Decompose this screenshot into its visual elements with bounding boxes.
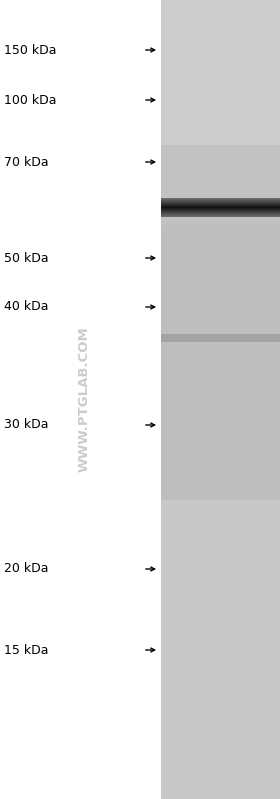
Bar <box>161 202 280 204</box>
Bar <box>161 210 280 212</box>
Bar <box>161 500 280 799</box>
Bar <box>161 216 280 217</box>
Bar <box>161 334 280 342</box>
Text: 150 kDa: 150 kDa <box>4 43 57 57</box>
Text: 20 kDa: 20 kDa <box>4 562 48 575</box>
Bar <box>161 0 280 145</box>
Bar <box>161 206 280 208</box>
Text: WWW.PTGLAB.COM: WWW.PTGLAB.COM <box>78 327 90 472</box>
Bar <box>161 197 280 198</box>
Text: 15 kDa: 15 kDa <box>4 643 48 657</box>
Bar <box>161 214 280 216</box>
Bar <box>161 0 280 799</box>
Bar <box>161 209 280 210</box>
Text: 40 kDa: 40 kDa <box>4 300 48 313</box>
Text: 70 kDa: 70 kDa <box>4 156 49 169</box>
Text: 100 kDa: 100 kDa <box>4 93 57 106</box>
Text: 30 kDa: 30 kDa <box>4 419 48 431</box>
Bar <box>161 204 280 205</box>
Bar <box>161 208 280 209</box>
Bar <box>161 201 280 202</box>
Bar <box>161 200 280 201</box>
Bar <box>161 212 280 213</box>
Text: 50 kDa: 50 kDa <box>4 252 49 264</box>
Bar <box>161 213 280 214</box>
Bar <box>161 205 280 206</box>
Bar <box>161 145 280 225</box>
Bar <box>161 198 280 200</box>
